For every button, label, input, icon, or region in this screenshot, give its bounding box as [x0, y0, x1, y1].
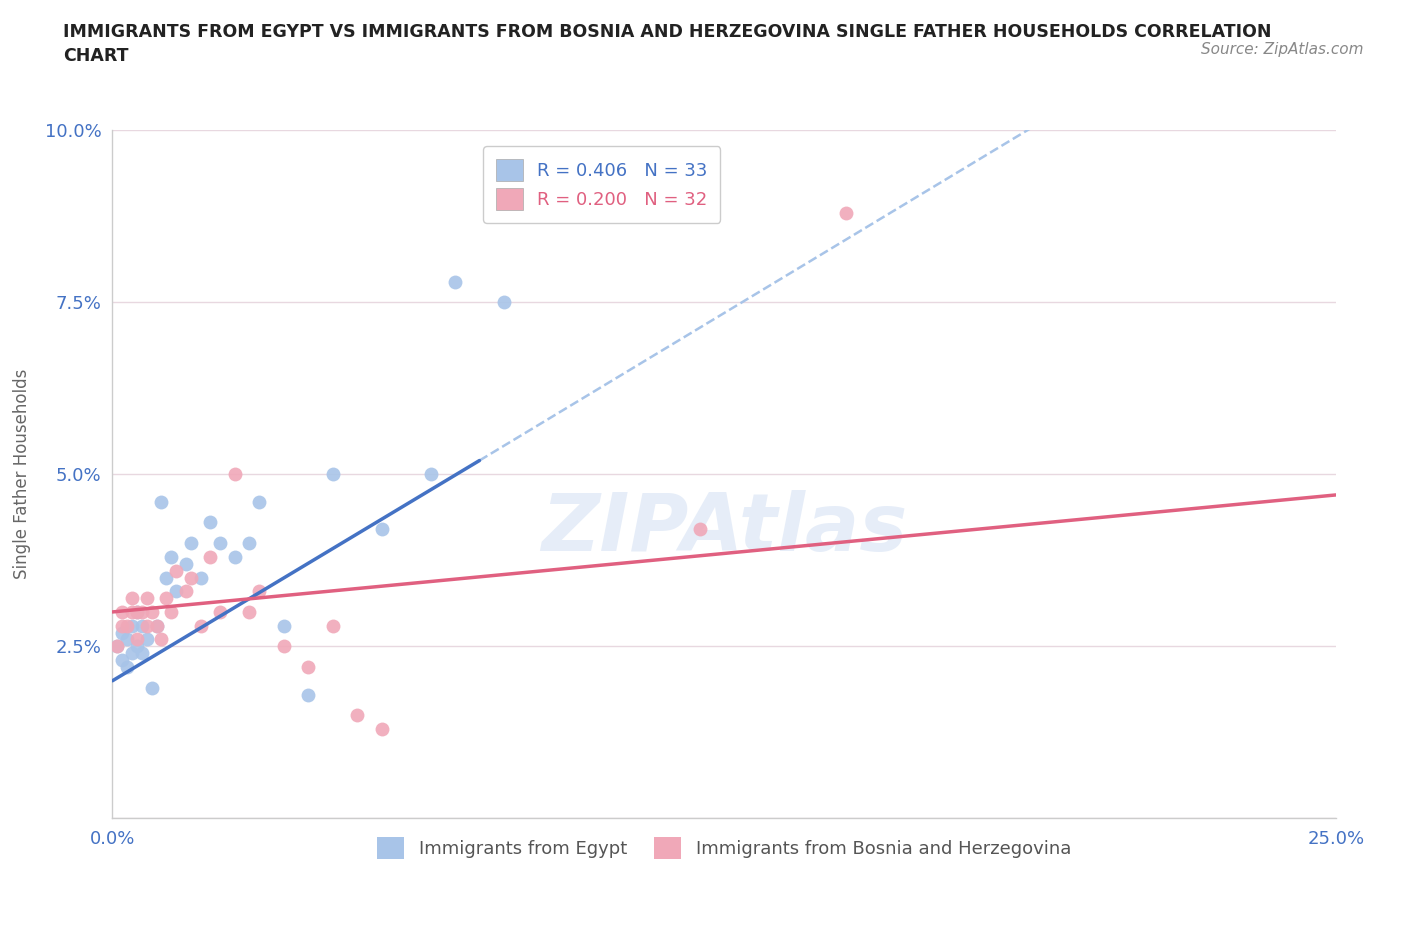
Point	[224, 550, 246, 565]
Point	[155, 570, 177, 585]
Point	[125, 632, 148, 647]
Point	[155, 591, 177, 605]
Point	[322, 467, 344, 482]
Point	[322, 618, 344, 633]
Point	[370, 522, 392, 537]
Point	[247, 495, 270, 510]
Point	[115, 632, 138, 647]
Point	[121, 618, 143, 633]
Point	[238, 536, 260, 551]
Point	[370, 722, 392, 737]
Point	[444, 274, 467, 289]
Point	[492, 295, 515, 310]
Point	[125, 604, 148, 619]
Point	[200, 515, 222, 530]
Point	[115, 659, 138, 674]
Point	[689, 522, 711, 537]
Point	[273, 639, 295, 654]
Point	[141, 604, 163, 619]
Point	[105, 639, 128, 654]
Point	[121, 604, 143, 619]
Point	[224, 467, 246, 482]
Point	[121, 645, 143, 660]
Point	[190, 570, 212, 585]
Y-axis label: Single Father Households: Single Father Households	[13, 369, 31, 579]
Point	[174, 556, 197, 571]
Point	[346, 708, 368, 723]
Point	[131, 604, 153, 619]
Text: Source: ZipAtlas.com: Source: ZipAtlas.com	[1201, 42, 1364, 57]
Point	[209, 604, 232, 619]
Point	[111, 604, 134, 619]
Point	[247, 584, 270, 599]
Point	[145, 618, 167, 633]
Point	[273, 618, 295, 633]
Point	[150, 495, 173, 510]
Point	[200, 550, 222, 565]
Point	[145, 618, 167, 633]
Point	[297, 687, 319, 702]
Point	[238, 604, 260, 619]
Point	[174, 584, 197, 599]
Point	[115, 618, 138, 633]
Point	[111, 618, 134, 633]
Point	[165, 564, 187, 578]
Point	[150, 632, 173, 647]
Point	[190, 618, 212, 633]
Point	[165, 584, 187, 599]
Point	[419, 467, 441, 482]
Point	[160, 604, 183, 619]
Point	[835, 206, 858, 220]
Point	[209, 536, 232, 551]
Legend: Immigrants from Egypt, Immigrants from Bosnia and Herzegovina: Immigrants from Egypt, Immigrants from B…	[364, 824, 1084, 871]
Point	[111, 653, 134, 668]
Text: IMMIGRANTS FROM EGYPT VS IMMIGRANTS FROM BOSNIA AND HERZEGOVINA SINGLE FATHER HO: IMMIGRANTS FROM EGYPT VS IMMIGRANTS FROM…	[63, 23, 1272, 65]
Point	[180, 570, 202, 585]
Point	[121, 591, 143, 605]
Point	[131, 618, 153, 633]
Point	[141, 680, 163, 695]
Point	[111, 625, 134, 640]
Point	[105, 639, 128, 654]
Point	[160, 550, 183, 565]
Point	[135, 632, 157, 647]
Point	[131, 645, 153, 660]
Point	[135, 591, 157, 605]
Point	[125, 639, 148, 654]
Text: ZIPAtlas: ZIPAtlas	[541, 490, 907, 568]
Point	[135, 618, 157, 633]
Point	[180, 536, 202, 551]
Point	[297, 659, 319, 674]
Point	[125, 604, 148, 619]
